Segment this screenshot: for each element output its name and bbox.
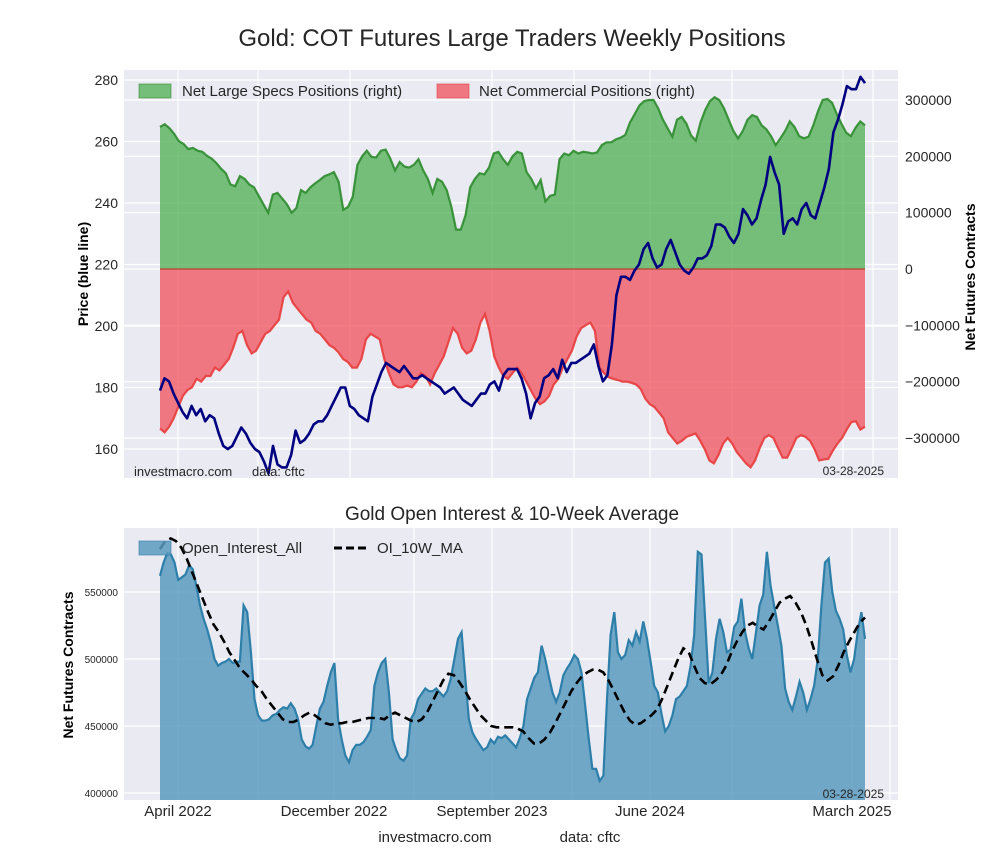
left-tick-label: 200 xyxy=(95,318,119,334)
x-tick-label: June 2024 xyxy=(615,803,685,820)
right-tick-label: −100000 xyxy=(905,317,960,333)
left-tick-label: 550000 xyxy=(85,588,119,599)
left-tick-label: 160 xyxy=(95,441,119,457)
legend-swatch-specs xyxy=(139,84,171,98)
right-tick-label: −300000 xyxy=(905,430,960,446)
right-tick-label: 0 xyxy=(905,261,913,277)
x-tick-label: March 2025 xyxy=(812,803,891,820)
left-tick-label: 400000 xyxy=(85,789,119,800)
left-tick-label: 280 xyxy=(95,72,119,88)
legend-label-commercial: Net Commercial Positions (right) xyxy=(479,83,695,100)
left-tick-label: 180 xyxy=(95,380,119,396)
left-tick-label: 450000 xyxy=(85,722,119,733)
chart-canvas: Gold: COT Futures Large Traders Weekly P… xyxy=(0,0,1000,860)
right-tick-label: 200000 xyxy=(905,148,952,164)
top-right-axis: −300000 −200000 −100000 0 100000 200000 300000 xyxy=(905,92,960,446)
left-tick-label: 260 xyxy=(95,134,119,150)
bottom-left-axis-label: Net Futures Contracts xyxy=(60,591,76,738)
bottom-date-annotation: 03-28-2025 xyxy=(823,787,885,801)
left-tick-label: 220 xyxy=(95,257,119,273)
x-tick-label: December 2022 xyxy=(281,803,388,820)
top-chart: 160 180 200 220 240 260 280 −300000 −200000 −100… xyxy=(75,70,978,479)
bottom-legend: Open_Interest_All OI_10W_MA xyxy=(139,540,463,557)
main-title: Gold: COT Futures Large Traders Weekly P… xyxy=(238,25,785,52)
top-left-axis: 160 180 200 220 240 260 280 xyxy=(95,72,119,457)
legend-swatch-commercial xyxy=(437,84,469,98)
right-tick-label: −200000 xyxy=(905,374,960,390)
top-date-annotation: 03-28-2025 xyxy=(823,464,885,478)
right-tick-label: 300000 xyxy=(905,92,952,108)
legend-label-ma: OI_10W_MA xyxy=(377,540,463,557)
right-tick-label: 100000 xyxy=(905,205,952,221)
legend-label-specs: Net Large Specs Positions (right) xyxy=(182,83,402,100)
bottom-title: Gold Open Interest & 10-Week Average xyxy=(345,504,679,525)
left-tick-label: 240 xyxy=(95,195,119,211)
top-data-annotation: data: cftc xyxy=(252,464,305,479)
x-tick-label: April 2022 xyxy=(144,803,212,820)
top-right-axis-label: Net Futures Contracts xyxy=(962,203,978,350)
footer-data: data: cftc xyxy=(560,829,621,846)
bottom-chart: 400000 450000 500000 550000 April 2022 Decem… xyxy=(60,528,898,820)
bottom-x-axis: April 2022 December 2022 September 2023 Jun… xyxy=(144,803,891,820)
legend-label-oi: Open_Interest_All xyxy=(182,540,302,557)
legend-swatch-oi xyxy=(139,541,171,555)
top-source-annotation: investmacro.com xyxy=(134,464,232,479)
footer-source: investmacro.com xyxy=(378,829,491,846)
left-tick-label: 500000 xyxy=(85,655,119,666)
bottom-left-axis: 400000 450000 500000 550000 xyxy=(85,588,119,800)
top-left-axis-label: Price (blue line) xyxy=(75,222,91,326)
x-tick-label: September 2023 xyxy=(437,803,548,820)
